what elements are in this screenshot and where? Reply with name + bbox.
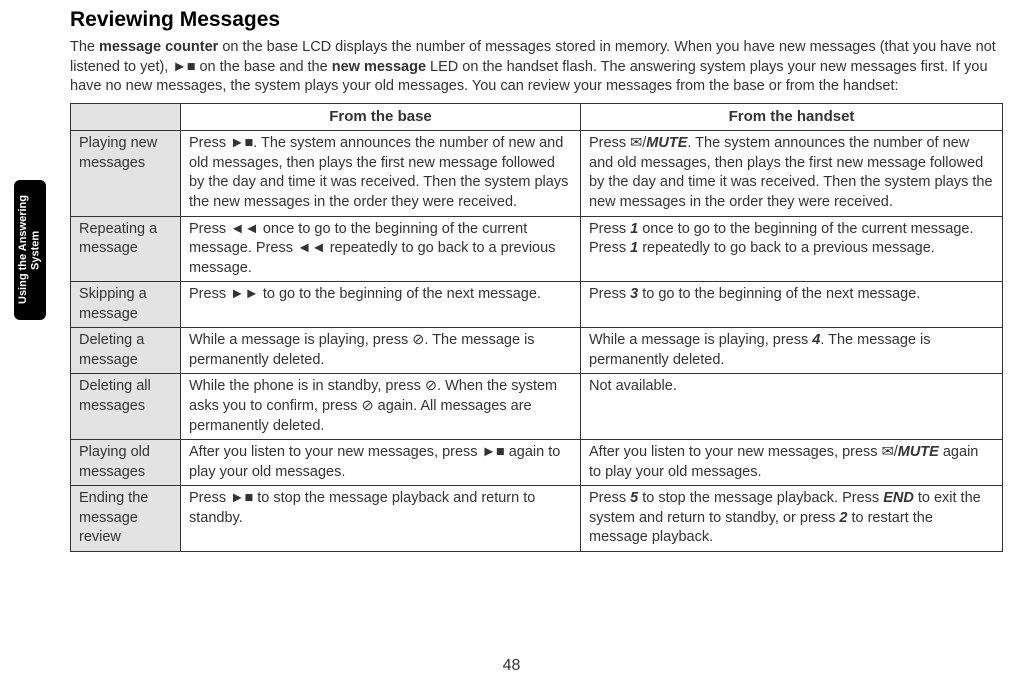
section-tab: Using the Answering System [14,180,46,320]
table-row: Playing old messagesAfter you listen to … [71,440,1003,486]
cell-handset: Press 1 once to go to the beginning of t… [581,216,1003,282]
cell-base: Press ►■ to stop the message playback an… [181,486,581,552]
cell-base: While a message is playing, press ⊘. The… [181,328,581,374]
cell-base: After you listen to your new messages, p… [181,440,581,486]
cell-handset: Not available. [581,374,1003,440]
table-row: Ending the message reviewPress ►■ to sto… [71,486,1003,552]
table-header-row: From the base From the handset [71,104,1003,131]
cell-handset: Press 5 to stop the message playback. Pr… [581,486,1003,552]
table-row: Playing new messagesPress ►■. The system… [71,131,1003,216]
rewind-icon: ◄◄ [297,241,326,256]
row-label: Deleting a message [71,328,181,374]
instructions-table: From the base From the handset Playing n… [70,103,1003,552]
cell-handset: Press 3 to go to the beginning of the ne… [581,282,1003,328]
row-label: Repeating a message [71,216,181,282]
cell-base: Press ◄◄ once to go to the beginning of … [181,216,581,282]
row-label: Ending the message review [71,486,181,552]
section-tab-label: Using the Answering System [17,180,42,320]
envelope-icon: ✉ [882,445,894,460]
row-label: Playing old messages [71,440,181,486]
play-stop-icon: ►■ [230,136,253,151]
play-stop-icon: ►■ [230,491,253,506]
col-header-base: From the base [181,104,581,131]
envelope-icon: ✉ [630,136,642,151]
rewind-icon: ◄◄ [230,222,259,237]
table-row: Repeating a messagePress ◄◄ once to go t… [71,216,1003,282]
table-row: Deleting all messagesWhile the phone is … [71,374,1003,440]
cell-handset: While a message is playing, press 4. The… [581,328,1003,374]
page-content: Reviewing Messages The message counter o… [70,6,1003,552]
row-label: Deleting all messages [71,374,181,440]
col-header-handset: From the handset [581,104,1003,131]
play-stop-icon: ►■ [482,445,505,460]
cell-handset: After you listen to your new messages, p… [581,440,1003,486]
cell-base: While the phone is in standby, press ⊘. … [181,374,581,440]
intro-paragraph: The message counter on the base LCD disp… [70,38,1003,97]
table-row: Skipping a messagePress ►► to go to the … [71,282,1003,328]
cell-base: Press ►■. The system announces the numbe… [181,131,581,216]
delete-icon: ⊘ [361,399,373,414]
delete-icon: ⊘ [412,333,424,348]
cell-handset: Press ✉/MUTE. The system announces the n… [581,131,1003,216]
page-number: 48 [0,655,1023,677]
table-row: Deleting a messageWhile a message is pla… [71,328,1003,374]
page-title: Reviewing Messages [70,6,1003,34]
delete-icon: ⊘ [425,379,437,394]
row-label: Playing new messages [71,131,181,216]
row-label: Skipping a message [71,282,181,328]
play-stop-icon: ►■ [172,60,195,75]
blank-header [71,104,181,131]
forward-icon: ►► [230,287,259,302]
table-body: Playing new messagesPress ►■. The system… [71,131,1003,552]
cell-base: Press ►► to go to the beginning of the n… [181,282,581,328]
